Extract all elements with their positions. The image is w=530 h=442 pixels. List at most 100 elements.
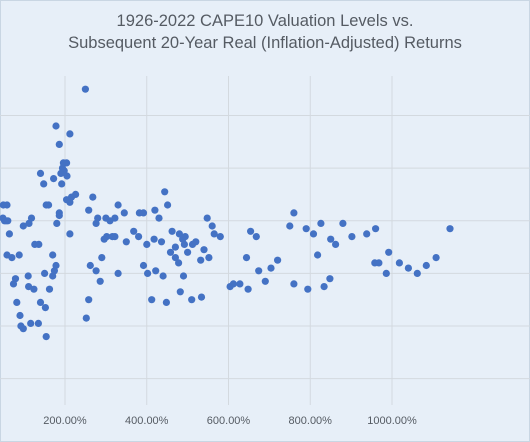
data-point: [130, 227, 138, 235]
data-point: [242, 254, 251, 262]
data-point: [244, 285, 252, 293]
data-point: [13, 298, 21, 306]
data-point: [63, 196, 71, 204]
x-tick-label: 1000.00%: [367, 415, 417, 427]
data-point: [50, 175, 58, 183]
data-point: [144, 269, 152, 277]
data-point: [339, 219, 347, 227]
data-point: [89, 193, 97, 201]
data-point: [363, 230, 371, 238]
data-point: [320, 283, 328, 291]
data-point: [19, 325, 27, 333]
data-point: [55, 211, 63, 220]
x-tick-labels: 200.00% 400.00% 600.00% 800.00% 1000.00%: [43, 415, 417, 427]
x-tick-label: 200.00%: [43, 415, 87, 427]
data-point: [98, 254, 106, 262]
data-point: [5, 230, 13, 238]
data-point: [229, 280, 237, 288]
data-point: [0, 217, 9, 225]
data-point: [114, 269, 122, 277]
data-point: [404, 264, 412, 272]
data-point: [175, 230, 183, 238]
data-point: [152, 267, 160, 275]
data-point: [16, 311, 24, 320]
data-point: [86, 261, 94, 270]
data-point: [139, 261, 148, 270]
data-point: [371, 259, 379, 267]
data-point: [290, 209, 298, 217]
data-point: [36, 169, 45, 177]
data-point: [382, 269, 390, 277]
data-point: [166, 248, 175, 256]
data-point: [157, 238, 166, 246]
data-points: [0, 85, 454, 341]
data-point: [85, 206, 93, 214]
data-point: [203, 214, 211, 222]
data-point: [148, 296, 156, 304]
data-point: [176, 288, 184, 296]
data-point: [135, 233, 143, 241]
data-point: [162, 298, 170, 306]
data-point: [422, 261, 430, 270]
data-point: [45, 285, 54, 293]
data-point: [42, 333, 50, 341]
data-point: [3, 201, 11, 209]
data-point: [200, 246, 208, 254]
data-point: [261, 277, 269, 285]
chart-title-line-2: Subsequent 20-Year Real (Inflation-Adjus…: [68, 34, 462, 52]
data-point: [155, 214, 163, 222]
data-point: [27, 319, 35, 327]
data-point: [395, 259, 403, 267]
data-point: [192, 238, 200, 246]
data-point: [53, 219, 61, 227]
data-point: [348, 233, 356, 241]
data-point: [11, 275, 20, 283]
x-tick-label: 600.00%: [207, 415, 251, 427]
data-point: [8, 254, 16, 262]
data-point: [72, 190, 80, 198]
data-point: [274, 256, 282, 264]
data-point: [150, 235, 158, 243]
data-point: [42, 201, 50, 209]
data-point: [41, 269, 49, 277]
data-point: [413, 269, 421, 277]
data-point: [41, 304, 50, 312]
data-point: [304, 285, 312, 293]
data-point: [19, 222, 27, 230]
data-point: [24, 272, 32, 280]
data-point: [286, 222, 294, 230]
data-point: [40, 180, 48, 188]
data-point: [168, 227, 176, 235]
data-point: [197, 293, 206, 301]
data-point: [55, 140, 63, 148]
data-point: [236, 280, 244, 288]
x-tick-label: 800.00%: [289, 415, 333, 427]
data-point: [327, 235, 335, 243]
data-point: [143, 240, 151, 248]
data-point: [34, 319, 43, 327]
data-point: [179, 272, 188, 280]
data-point: [309, 230, 318, 238]
data-point: [184, 248, 192, 256]
x-tick-label: 400.00%: [125, 415, 169, 427]
data-point: [332, 240, 340, 248]
data-point: [92, 267, 100, 275]
data-point: [216, 233, 224, 241]
data-point: [247, 227, 255, 235]
data-point: [139, 209, 148, 217]
data-point: [302, 225, 310, 233]
data-point: [252, 233, 260, 241]
data-point: [255, 267, 263, 275]
data-point: [114, 201, 122, 209]
data-point: [317, 219, 325, 227]
data-point: [385, 248, 393, 256]
data-point: [58, 164, 67, 172]
data-point: [35, 240, 43, 248]
data-point: [208, 222, 216, 230]
data-point: [52, 122, 60, 130]
data-point: [326, 275, 334, 283]
data-point: [49, 251, 57, 259]
data-point: [66, 130, 74, 138]
